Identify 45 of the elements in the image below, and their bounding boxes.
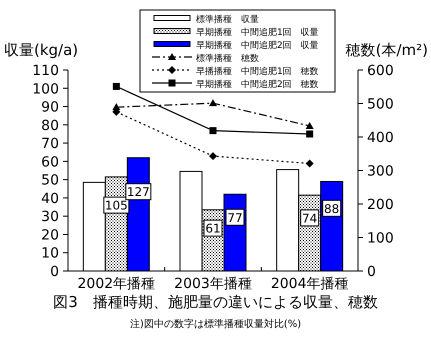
y-tick-label: 40	[41, 190, 59, 207]
y2-axis-title: 穂数(本/m²)	[346, 41, 428, 59]
annotation: 74	[302, 211, 318, 226]
text: 注)図中の数字は標準播種収量対比(%)	[130, 318, 302, 330]
point	[306, 130, 314, 138]
y-tick-label: 70	[41, 136, 59, 152]
annotation: 105	[104, 198, 128, 213]
legend-label: 標準播種 穂数	[196, 53, 259, 64]
legend-label: 早期播種 中間追肥1回 収量	[196, 27, 319, 38]
y-tick-label: 90	[41, 100, 59, 116]
y-tick-label: 110	[32, 63, 59, 79]
x-tick-label: 2004年播種	[270, 276, 348, 292]
text: 図3 播種時期、施肥量の違いによる収量、穂数	[53, 293, 378, 311]
x-tick-label: 2003年播種	[174, 276, 252, 292]
x-tick-label: 2002年播種	[78, 276, 156, 292]
y-tick-label: 20	[41, 227, 59, 244]
legend-label: 早期播種 中間追肥2回 収量	[196, 40, 319, 51]
annotation: 88	[324, 202, 340, 216]
point	[112, 82, 120, 90]
annotation: 77	[227, 210, 243, 225]
point	[306, 159, 314, 168]
point	[209, 99, 217, 106]
annotation: 127	[126, 185, 150, 200]
legend-label: 早期播種 中間追肥2回 穂数	[196, 79, 319, 90]
y-tick-label: 30	[41, 209, 59, 226]
y2-tick-label: 200	[367, 197, 394, 213]
y-tick-label: 50	[41, 172, 59, 189]
annotation: 61	[205, 222, 221, 236]
y2-tick-label: 600	[367, 63, 394, 79]
y-tick-label: 0	[50, 264, 59, 280]
y-tick-label: 100	[32, 81, 59, 98]
y2-tick-label: 0	[367, 264, 376, 280]
y-tick-label: 60	[41, 154, 59, 170]
legend-label: 標準播種 収量	[196, 14, 259, 25]
point	[209, 152, 217, 160]
y-axis-title: 収量(kg/a)	[4, 41, 78, 59]
y-tick-label: 80	[41, 118, 59, 134]
point	[210, 127, 216, 134]
legend-label: 早播播種 中間追肥1回 穂数	[196, 66, 319, 77]
y2-tick-label: 400	[367, 130, 394, 146]
y2-tick-label: 100	[367, 230, 394, 246]
y2-tick-label: 500	[367, 96, 394, 112]
point	[306, 122, 314, 129]
y2-tick-label: 300	[367, 164, 394, 180]
y-tick-label: 10	[41, 246, 59, 262]
